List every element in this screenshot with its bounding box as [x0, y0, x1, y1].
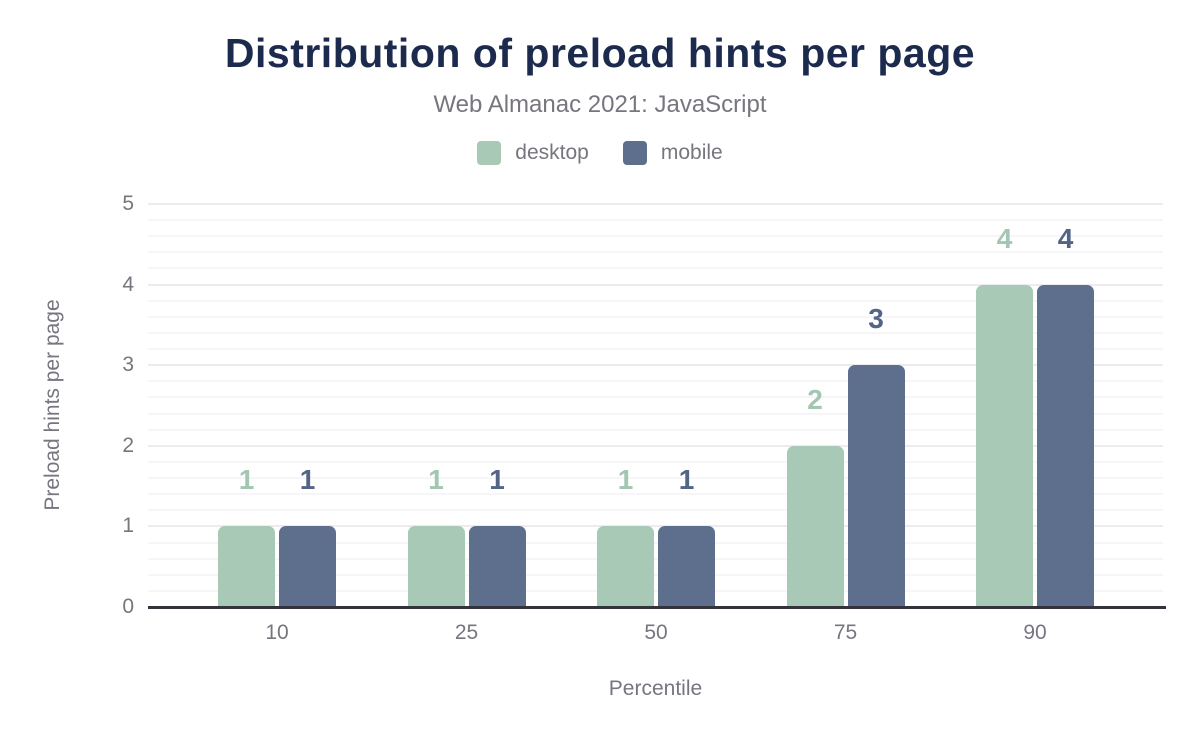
- legend-swatch-mobile: [622, 141, 647, 165]
- gridline-minor: [148, 267, 1163, 270]
- bar-value-label-desktop-p50: 1: [617, 464, 634, 496]
- gridline-minor: [148, 315, 1163, 318]
- legend-label-mobile: mobile: [660, 141, 723, 164]
- gridline-minor: [148, 251, 1163, 254]
- gridline-minor: [148, 589, 1163, 592]
- legend-label-desktop: desktop: [515, 141, 589, 164]
- gridline-minor: [148, 428, 1163, 431]
- bar-value-label-mobile-p50: 1: [678, 464, 695, 496]
- gridline-major: [148, 444, 1163, 447]
- bar-desktop-p50: [597, 526, 654, 607]
- gridline-minor: [148, 573, 1163, 576]
- legend-swatch-desktop: [477, 141, 502, 165]
- gridline-major: [148, 203, 1163, 205]
- bar-value-label-mobile-p90: 4: [1057, 222, 1074, 254]
- gridline-minor: [148, 331, 1163, 334]
- bar-value-label-desktop-p75: 2: [807, 383, 823, 415]
- legend: desktop mobile: [0, 141, 1200, 165]
- bar-desktop-p75: [786, 445, 844, 607]
- bar-desktop-p90: [976, 284, 1033, 607]
- bar-mobile-p25: [468, 526, 526, 607]
- chart-subtitle: Web Almanac 2021: JavaScript: [433, 91, 767, 118]
- gridline-major: [148, 283, 1163, 286]
- gridline-minor: [148, 541, 1163, 544]
- bar-value-label-mobile-p10: 1: [299, 464, 316, 496]
- gridline-major: [148, 364, 1163, 367]
- x-tick-label-90: 90: [1023, 621, 1047, 644]
- gridline-minor: [148, 235, 1163, 238]
- y-tick-label-3: 3: [122, 353, 134, 377]
- x-tick-label-50: 50: [644, 621, 668, 644]
- bar-value-label-desktop-p25: 1: [428, 464, 444, 496]
- gridline-minor: [148, 299, 1163, 302]
- bar-desktop-p25: [407, 526, 465, 607]
- gridline-minor: [148, 412, 1163, 415]
- y-axis-title: Preload hints per page: [41, 299, 64, 511]
- y-tick-label-4: 4: [122, 272, 134, 296]
- bar-desktop-p10: [218, 526, 275, 607]
- chart-title: Distribution of preload hints per page: [224, 30, 976, 76]
- legend-item-mobile: mobile: [622, 141, 723, 165]
- bar-mobile-p50: [658, 526, 715, 607]
- gridline-minor: [148, 460, 1163, 463]
- x-tick-label-10: 10: [265, 621, 289, 644]
- gridline-minor: [148, 477, 1163, 480]
- x-axis-title: Percentile: [608, 677, 703, 700]
- plot-area: 1 1 1 1 1 1 2 3 4 4: [148, 203, 1163, 607]
- x-tick-label-75: 75: [833, 621, 858, 644]
- bar-mobile-p10: [279, 526, 336, 607]
- bar-mobile-p75: [847, 365, 905, 607]
- x-tick-label-25: 25: [454, 621, 479, 644]
- gridline-minor: [148, 493, 1163, 496]
- bar-value-label-mobile-p25: 1: [489, 464, 505, 496]
- legend-item-desktop: desktop: [477, 141, 589, 165]
- gridline-major: [148, 525, 1163, 528]
- gridline-minor: [148, 219, 1163, 222]
- y-tick-label-1: 1: [122, 514, 134, 538]
- y-tick-label-5: 5: [122, 192, 134, 215]
- y-tick-label-0: 0: [122, 595, 134, 618]
- bar-mobile-p90: [1037, 284, 1094, 607]
- gridline-minor: [148, 348, 1163, 351]
- bar-value-label-desktop-p90: 4: [996, 222, 1013, 254]
- x-axis-line: [148, 606, 1166, 609]
- y-tick-label-2: 2: [122, 433, 134, 457]
- gridline-minor: [148, 380, 1163, 383]
- gridline-minor: [148, 509, 1163, 512]
- gridline-minor: [148, 557, 1163, 560]
- bar-value-label-mobile-p75: 3: [868, 303, 884, 335]
- gridline-minor: [148, 396, 1163, 399]
- bar-value-label-desktop-p10: 1: [238, 464, 255, 496]
